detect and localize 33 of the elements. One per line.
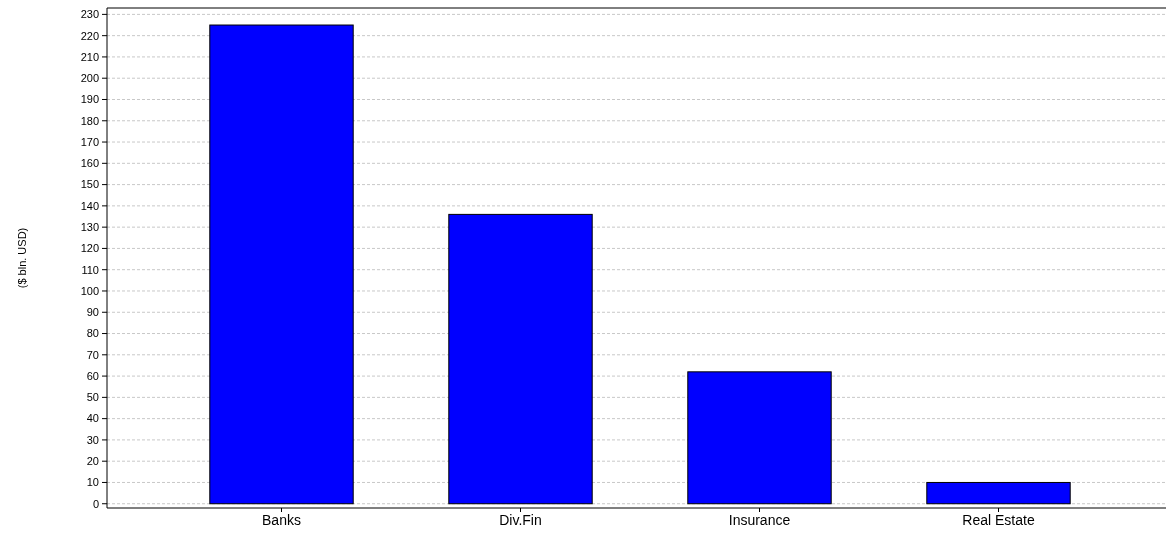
- y-tick-label: 220: [80, 29, 99, 42]
- y-tick-label: 0: [92, 497, 99, 510]
- y-tick-label: 150: [80, 178, 99, 191]
- y-tick-label: 60: [86, 369, 99, 382]
- y-tick-label: 190: [80, 93, 99, 106]
- y-tick-label: 170: [80, 135, 99, 148]
- y-axis-title: ($ bln. USD): [16, 227, 28, 289]
- y-tick-label: 10: [86, 476, 99, 489]
- bar: [448, 213, 593, 505]
- bar: [926, 481, 1071, 505]
- bar: [209, 24, 354, 505]
- y-tick-label: 160: [80, 157, 99, 170]
- y-tick-label: 90: [86, 306, 99, 319]
- y-tick-label: 230: [80, 8, 99, 21]
- bar: [687, 371, 832, 505]
- y-tick-label: 130: [80, 221, 99, 233]
- y-tick-label: 110: [81, 263, 99, 276]
- y-tick-label: 30: [86, 433, 99, 446]
- x-tick-label: Insurance: [728, 512, 791, 528]
- y-tick-label: 200: [80, 72, 99, 85]
- x-tick-label: Banks: [262, 512, 301, 528]
- y-tick-label: 210: [80, 50, 99, 63]
- x-tick-label: Div.Fin: [499, 512, 542, 528]
- y-tick-label: 20: [86, 455, 99, 468]
- y-tick-label: 120: [80, 242, 99, 255]
- y-tick-label: 180: [80, 114, 99, 127]
- y-tick-label: 50: [86, 391, 99, 404]
- x-tick-label: Real Estate: [962, 512, 1035, 528]
- y-tick-label: 40: [86, 412, 99, 425]
- y-tick-label: 100: [80, 284, 99, 297]
- y-tick-label: 70: [86, 348, 99, 361]
- y-tick-label: 80: [86, 327, 99, 340]
- y-tick-label: 140: [80, 199, 99, 212]
